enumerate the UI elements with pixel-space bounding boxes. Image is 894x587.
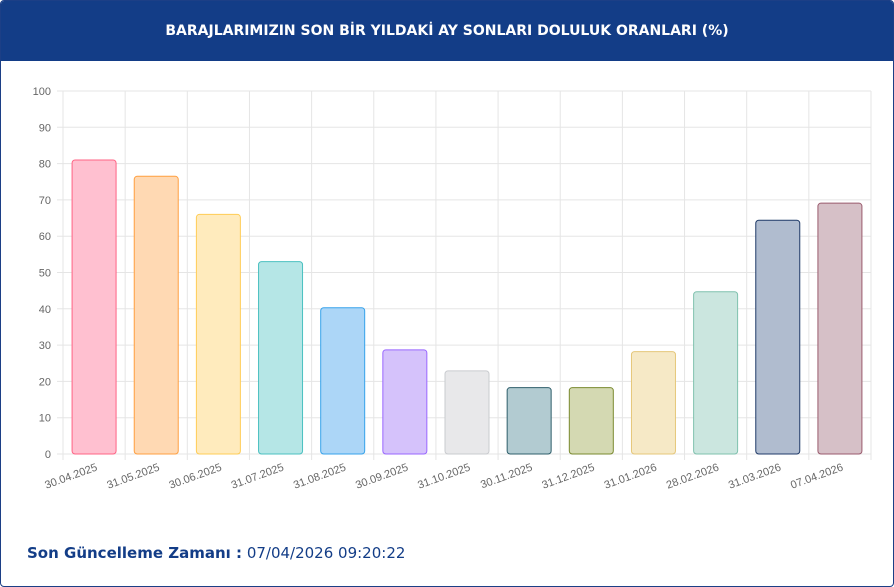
x-tick-label: 31.08.2025 [292, 462, 348, 492]
bar [320, 307, 366, 455]
bar [693, 291, 739, 455]
bar [630, 351, 676, 455]
x-tick-label: 28.02.2026 [665, 462, 721, 492]
x-tick-label: 31.05.2025 [105, 462, 161, 492]
x-tick-label: 30.04.2025 [43, 462, 99, 492]
x-tick-label: 07.04.2026 [789, 462, 845, 492]
y-tick-label: 90 [39, 122, 51, 134]
bar [817, 202, 863, 455]
bar [133, 175, 179, 455]
footer-label: Son Güncelleme Zamanı : [27, 544, 243, 562]
y-tick-label: 40 [39, 304, 51, 316]
bar [382, 349, 428, 455]
x-tick-label: 31.01.2026 [603, 462, 659, 492]
x-tick-label: 31.12.2025 [540, 462, 596, 492]
bar [568, 387, 614, 455]
y-tick-label: 70 [39, 195, 51, 207]
x-tick-label: 31.10.2025 [416, 462, 472, 492]
bar [71, 159, 117, 455]
bar [755, 219, 801, 455]
x-tick-label: 30.09.2025 [354, 462, 410, 492]
y-tick-label: 0 [45, 449, 51, 461]
bar [195, 213, 241, 455]
x-tick-label: 30.11.2025 [479, 462, 534, 492]
y-tick-label: 50 [39, 268, 51, 280]
footer: Son Güncelleme Zamanı : 07/04/2026 09:20… [27, 544, 405, 562]
bar [444, 370, 490, 455]
chart: 0 10 20 30 40 50 60 70 80 90 100 30.04.2025 31.05.20… [33, 86, 872, 492]
y-tick-label: 100 [33, 86, 51, 98]
y-tick-label: 10 [39, 413, 51, 425]
y-tick-label: 80 [39, 159, 51, 171]
x-tick-label: 30.06.2025 [168, 462, 224, 492]
y-tick-label: 30 [39, 340, 51, 352]
x-tick-label: 31.07.2025 [230, 462, 286, 492]
footer-value: 07/04/2026 09:20:22 [246, 544, 406, 562]
y-tick-label: 20 [39, 376, 51, 388]
bar [258, 261, 304, 455]
chart-title: BARAJLARIMIZIN SON BİR YILDAKİ AY SONLAR… [1, 1, 893, 61]
bar [506, 387, 552, 455]
x-tick-label: 31.03.2026 [727, 462, 783, 492]
y-tick-label: 60 [39, 231, 51, 243]
